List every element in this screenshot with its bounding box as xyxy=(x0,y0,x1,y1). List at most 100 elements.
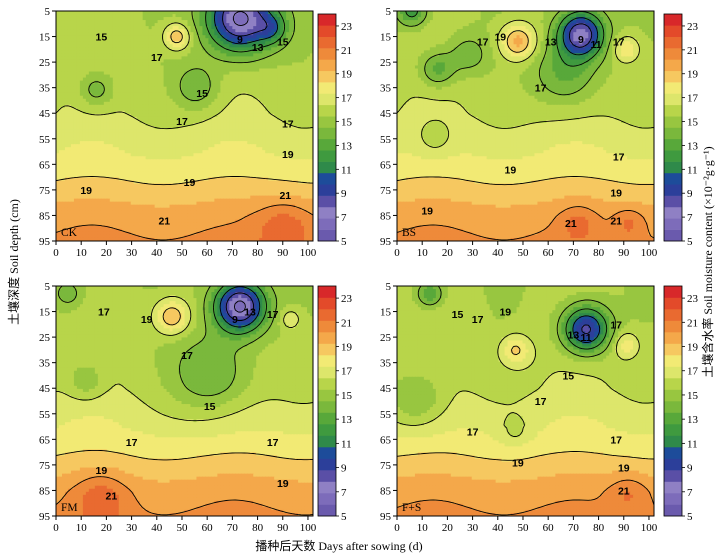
contour-cell xyxy=(124,62,129,67)
contour-cell xyxy=(121,156,126,160)
contour-cell xyxy=(265,174,269,179)
contour-cell xyxy=(289,171,293,176)
contour-cell xyxy=(211,32,215,36)
contour-cell xyxy=(259,53,263,57)
contour-cell xyxy=(256,74,260,79)
contour-cell xyxy=(175,144,180,148)
contour-cell xyxy=(133,147,138,151)
contour-cell xyxy=(268,132,272,136)
contour-cell xyxy=(226,171,230,176)
contour-cell xyxy=(283,68,287,73)
contour-cell xyxy=(298,135,302,139)
contour-cell xyxy=(88,177,93,182)
contour-cell xyxy=(256,95,260,100)
contour-cell xyxy=(157,138,162,142)
contour-cell xyxy=(139,104,144,109)
contour-cell xyxy=(292,159,296,163)
contour-cell xyxy=(184,23,189,27)
contour-cell xyxy=(154,144,159,148)
contour-cell xyxy=(295,177,299,182)
contour-cell xyxy=(304,119,308,124)
contour-cell xyxy=(97,126,102,130)
contour-cell xyxy=(283,65,287,70)
contour-cell xyxy=(112,62,117,67)
contour-cell xyxy=(82,168,87,172)
contour-cell xyxy=(58,153,63,157)
contour-cell xyxy=(232,50,236,54)
contour-cell xyxy=(196,138,201,142)
contour-cell xyxy=(70,80,75,85)
contour-cell xyxy=(199,107,204,112)
contour-cell xyxy=(244,150,248,154)
contour-cell xyxy=(133,44,138,48)
contour-cell xyxy=(181,171,186,176)
contour-cell xyxy=(271,147,275,151)
contour-cell xyxy=(154,168,159,172)
contour-cell xyxy=(205,171,210,176)
contour-cell xyxy=(226,183,230,188)
contour-cell xyxy=(262,95,266,100)
contour-cell xyxy=(304,116,308,121)
contour-cell xyxy=(82,113,87,118)
contour-cell xyxy=(262,126,266,130)
contour-cell xyxy=(136,104,141,109)
contour-cell xyxy=(106,101,111,106)
contour-cell xyxy=(127,168,132,172)
contour-cell xyxy=(226,26,230,30)
contour-cell xyxy=(190,74,195,79)
contour-cell xyxy=(307,156,311,160)
contour-cell xyxy=(67,138,72,142)
contour-cell xyxy=(94,141,99,145)
contour-cell xyxy=(304,65,308,70)
contour-cell xyxy=(106,44,111,48)
contour-cell xyxy=(223,56,227,61)
contour-cell xyxy=(73,110,78,115)
contour-cell xyxy=(178,180,183,185)
contour-cell xyxy=(145,113,150,118)
contour-cell xyxy=(211,56,215,61)
contour-cell xyxy=(304,62,308,67)
contour-cell xyxy=(307,183,311,188)
contour-cell xyxy=(187,144,192,148)
contour-cell xyxy=(82,47,87,51)
contour-cell xyxy=(56,126,60,130)
contour-cell xyxy=(229,86,233,91)
contour-cell xyxy=(286,165,290,169)
contour-cell xyxy=(97,44,102,48)
contour-cell xyxy=(163,129,168,133)
contour-cell xyxy=(271,77,275,82)
contour-cell xyxy=(82,156,87,160)
contour-cell xyxy=(103,150,108,154)
contour-cell xyxy=(181,29,186,33)
contour-cell xyxy=(163,71,168,76)
contour-cell xyxy=(271,104,275,109)
contour-cell xyxy=(235,150,239,154)
contour-cell xyxy=(259,135,263,139)
contour-cell xyxy=(193,68,198,73)
contour-cell xyxy=(235,14,239,18)
contour-cell xyxy=(196,141,201,145)
contour-cell xyxy=(124,168,129,172)
contour-cell xyxy=(73,20,78,24)
contour-cell xyxy=(154,89,159,94)
contour-cell xyxy=(160,104,165,109)
contour-cell xyxy=(226,56,230,61)
contour-cell xyxy=(106,17,111,21)
contour-cell xyxy=(307,44,311,48)
contour-cell xyxy=(256,113,260,118)
contour-cell xyxy=(94,104,99,109)
contour-cell xyxy=(145,62,150,67)
contour-cell xyxy=(193,77,198,82)
contour-cell xyxy=(115,38,120,42)
contour-cell xyxy=(79,110,84,115)
contour-cell xyxy=(238,113,242,118)
contour-cell xyxy=(109,107,114,112)
contour-cell xyxy=(295,89,299,94)
contour-cell xyxy=(157,26,162,30)
contour-cell xyxy=(163,119,168,124)
contour-cell xyxy=(82,147,87,151)
contour-cell xyxy=(181,153,186,157)
contour-cell xyxy=(97,159,102,163)
contour-cell xyxy=(187,86,192,91)
contour-cell xyxy=(226,83,230,88)
